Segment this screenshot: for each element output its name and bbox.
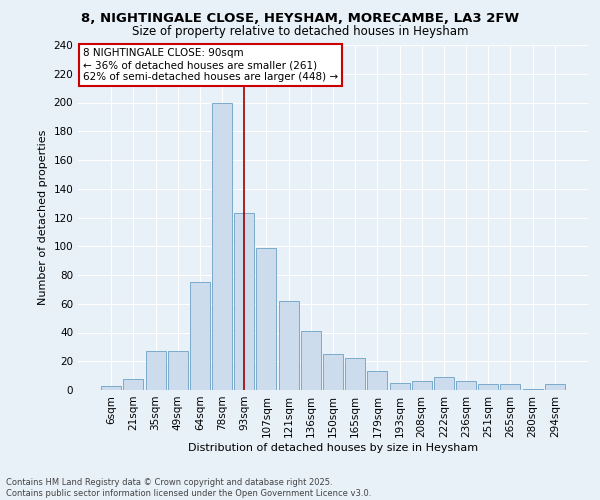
Bar: [500, 384, 520, 390]
Bar: [124, 378, 143, 390]
Bar: [434, 377, 454, 390]
Bar: [234, 213, 254, 390]
Y-axis label: Number of detached properties: Number of detached properties: [38, 130, 48, 305]
Bar: [456, 382, 476, 390]
Text: Size of property relative to detached houses in Heysham: Size of property relative to detached ho…: [132, 25, 468, 38]
X-axis label: Distribution of detached houses by size in Heysham: Distribution of detached houses by size …: [188, 442, 478, 452]
Bar: [101, 386, 121, 390]
Bar: [301, 331, 321, 390]
Bar: [168, 351, 188, 390]
Bar: [146, 351, 166, 390]
Bar: [545, 384, 565, 390]
Bar: [389, 383, 410, 390]
Bar: [323, 354, 343, 390]
Text: 8, NIGHTINGALE CLOSE, HEYSHAM, MORECAMBE, LA3 2FW: 8, NIGHTINGALE CLOSE, HEYSHAM, MORECAMBE…: [81, 12, 519, 26]
Bar: [478, 384, 498, 390]
Text: 8 NIGHTINGALE CLOSE: 90sqm
← 36% of detached houses are smaller (261)
62% of sem: 8 NIGHTINGALE CLOSE: 90sqm ← 36% of deta…: [83, 48, 338, 82]
Bar: [190, 282, 210, 390]
Bar: [523, 388, 542, 390]
Text: Contains HM Land Registry data © Crown copyright and database right 2025.
Contai: Contains HM Land Registry data © Crown c…: [6, 478, 371, 498]
Bar: [412, 382, 432, 390]
Bar: [212, 102, 232, 390]
Bar: [278, 301, 299, 390]
Bar: [345, 358, 365, 390]
Bar: [256, 248, 277, 390]
Bar: [367, 372, 388, 390]
